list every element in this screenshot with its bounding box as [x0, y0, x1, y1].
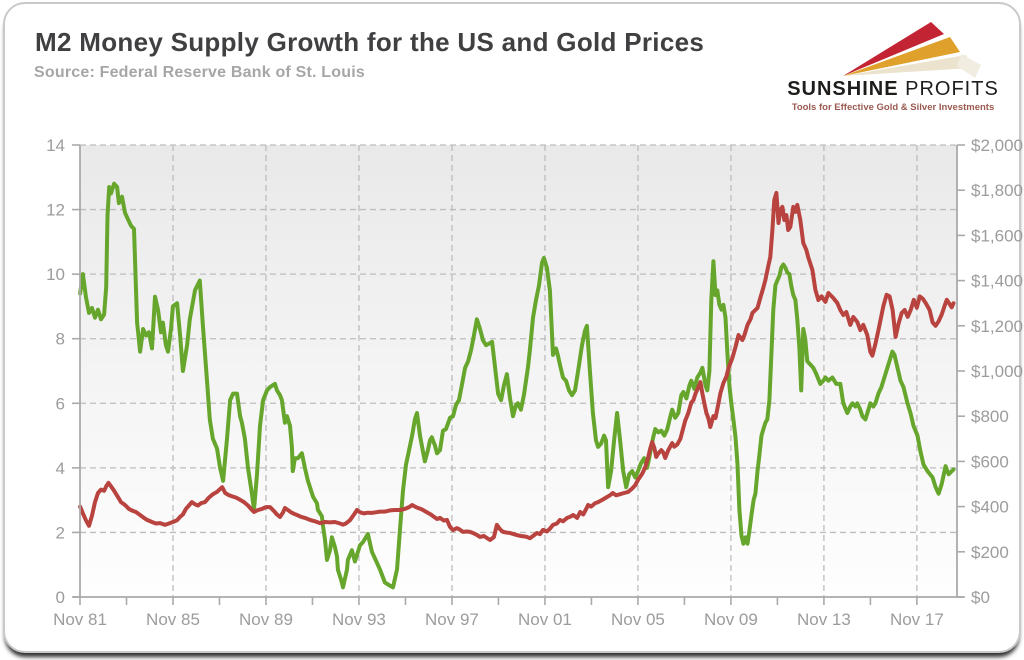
- left-axis-label-0: 0: [56, 588, 65, 607]
- right-axis-label-8: $1,600: [971, 226, 1023, 245]
- right-axis-label-5: $1,000: [971, 362, 1023, 381]
- sunshine-profits-logo: SUNSHINE PROFITS Tools for Effective Gol…: [778, 20, 1008, 113]
- right-axis-label-0: $0: [971, 588, 990, 607]
- logo-wordmark-bold: SUNSHINE: [787, 78, 899, 100]
- logo-ray-pale: [957, 54, 981, 78]
- right-axis-label-9: $1,800: [971, 181, 1023, 200]
- logo-ray-gold: [843, 37, 960, 76]
- x-axis-label-Nov-93: Nov 93: [332, 610, 386, 629]
- right-axis-label-1: $200: [971, 543, 1009, 562]
- x-axis-label-Nov-85: Nov 85: [146, 610, 200, 629]
- left-axis-label-12: 12: [46, 201, 65, 220]
- axes: [72, 144, 965, 605]
- left-axis-label-4: 4: [56, 459, 65, 478]
- logo-ray-cream: [843, 55, 972, 76]
- source-caption: Source: Federal Reserve Bank of St. Loui…: [34, 64, 365, 81]
- gridlines: [80, 144, 957, 597]
- left-axis-label-10: 10: [46, 265, 65, 284]
- m2-growth-line: [78, 181, 956, 590]
- logo-tagline: Tools for Effective Gold & Silver Invest…: [791, 102, 995, 113]
- series-lines: [78, 181, 956, 590]
- axis-labels: 0 2 4 6 8 10 12 14 $0 $200 $400 $600 $800 $1,000 $1,20…: [46, 136, 1023, 629]
- x-axis-label-Nov-01: Nov 01: [518, 610, 572, 629]
- right-axis-label-4: $800: [971, 407, 1009, 426]
- x-axis-label-Nov-97: Nov 97: [425, 610, 479, 629]
- left-axis-label-14: 14: [46, 136, 65, 155]
- left-axis-label-6: 6: [56, 394, 65, 413]
- gold-price-line: [78, 190, 956, 542]
- x-axis-label-Nov-13: Nov 13: [797, 610, 851, 629]
- right-axis-label-3: $600: [971, 452, 1009, 471]
- x-axis-label-Nov-81: Nov 81: [53, 610, 107, 629]
- x-axis-label-Nov-17: Nov 17: [890, 610, 944, 629]
- logo-wordmark: SUNSHINE PROFITS: [778, 78, 1008, 101]
- sunshine-rays-icon: [843, 22, 981, 78]
- left-axis-label-8: 8: [56, 330, 65, 349]
- x-axis-label-Nov-09: Nov 09: [704, 610, 758, 629]
- logo-wordmark-regular: PROFITS: [905, 78, 999, 100]
- x-axis-label-Nov-89: Nov 89: [239, 610, 293, 629]
- plot-area: [80, 145, 957, 597]
- right-axis-label-2: $400: [971, 498, 1009, 517]
- right-axis-label-7: $1,400: [971, 272, 1023, 291]
- right-axis-label-10: $2,000: [971, 136, 1023, 155]
- x-axis-label-Nov-05: Nov 05: [611, 610, 665, 629]
- left-axis-label-2: 2: [56, 523, 65, 542]
- logo-ray-red: [843, 22, 944, 76]
- page-title: M2 Money Supply Growth for the US and Go…: [35, 27, 705, 57]
- right-axis-label-6: $1,200: [971, 317, 1023, 336]
